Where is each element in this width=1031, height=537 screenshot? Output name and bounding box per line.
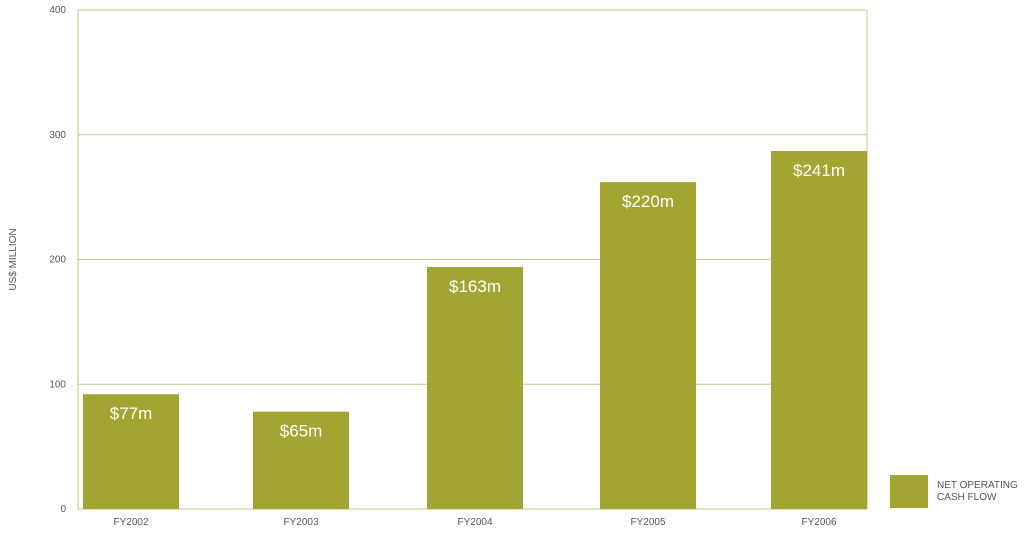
x-axis-ticks: FY2002 FY2003 FY2004 FY2005 FY2006 [113,517,836,528]
bar [83,394,179,509]
bar [427,266,523,509]
bar [600,182,696,509]
legend-label: NET OPERATING CASH FLOW [937,479,1018,503]
x-tick-label: FY2003 [283,517,318,528]
bar [771,150,867,509]
data-label: $220m [622,192,674,211]
x-tick-label: FY2004 [457,517,492,528]
y-tick-label: 400 [49,5,66,16]
data-label: $77m [110,404,153,423]
data-label: $241m [793,161,845,180]
y-tick-label: 300 [49,130,66,141]
y-tick-label: 200 [49,255,66,266]
y-tick-label: 0 [60,504,66,515]
data-label: $163m [449,277,501,296]
y-axis-ticks: 0 100 200 300 400 [49,5,66,515]
gridlines [77,9,868,510]
data-label: $65m [280,422,323,441]
x-tick-label: FY2006 [801,517,836,528]
x-tick-label: FY2005 [630,517,665,528]
y-axis-label: US$ MILLION [8,228,19,290]
y-tick-label: 100 [49,379,66,390]
x-tick-label: FY2002 [113,517,148,528]
bar [253,411,349,509]
bars: $77m $65m $163m $220m $241m [83,150,867,509]
legend-swatch [890,475,928,508]
legend: NET OPERATING CASH FLOW [890,475,1031,508]
